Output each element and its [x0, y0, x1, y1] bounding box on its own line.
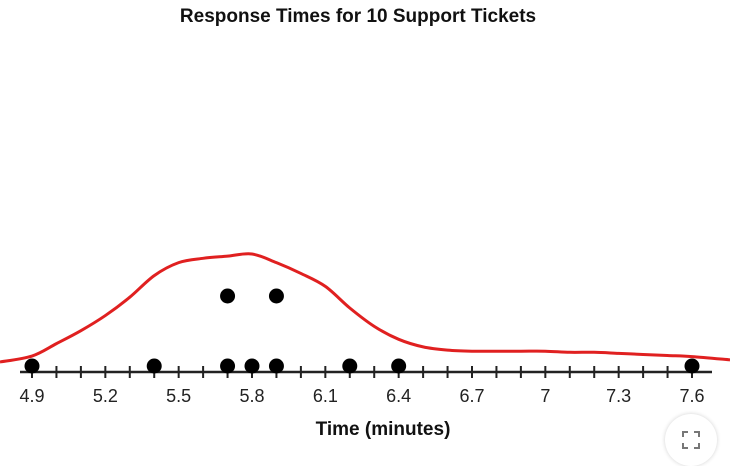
data-point	[268, 358, 284, 374]
data-point	[391, 358, 407, 374]
data-point	[220, 288, 236, 304]
data-points-layer	[24, 288, 700, 374]
density-curve-layer	[0, 252, 730, 364]
chart-title: Response Times for 10 Support Tickets	[180, 6, 536, 27]
data-point	[146, 358, 162, 374]
fullscreen-button[interactable]	[665, 414, 717, 466]
tick-label: 7.3	[606, 386, 631, 406]
tick-label: 6.4	[386, 386, 411, 406]
data-point	[24, 358, 40, 374]
tick-label: 4.9	[19, 386, 44, 406]
x-axis: 4.9 5.2 5.5 5.8 6.1 6.4 6.7 7 7.3 7.6	[19, 366, 712, 406]
tick-label: 5.8	[239, 386, 264, 406]
tick-label: 7	[540, 386, 550, 406]
tick-label: 6.7	[459, 386, 484, 406]
data-point	[342, 358, 358, 374]
data-point	[220, 358, 236, 374]
tick-label: 7.6	[679, 386, 704, 406]
tick-label: 5.5	[166, 386, 191, 406]
data-point	[268, 288, 284, 304]
density-curve	[0, 252, 730, 364]
tick-label: 5.2	[93, 386, 118, 406]
dot-plot-chart: Response Times for 10 Support Tickets 4.…	[0, 6, 730, 440]
x-axis-label: Time (minutes)	[316, 419, 451, 440]
tick-label: 6.1	[313, 386, 338, 406]
data-point	[684, 358, 700, 374]
data-point	[244, 358, 260, 374]
expand-icon	[682, 431, 700, 449]
